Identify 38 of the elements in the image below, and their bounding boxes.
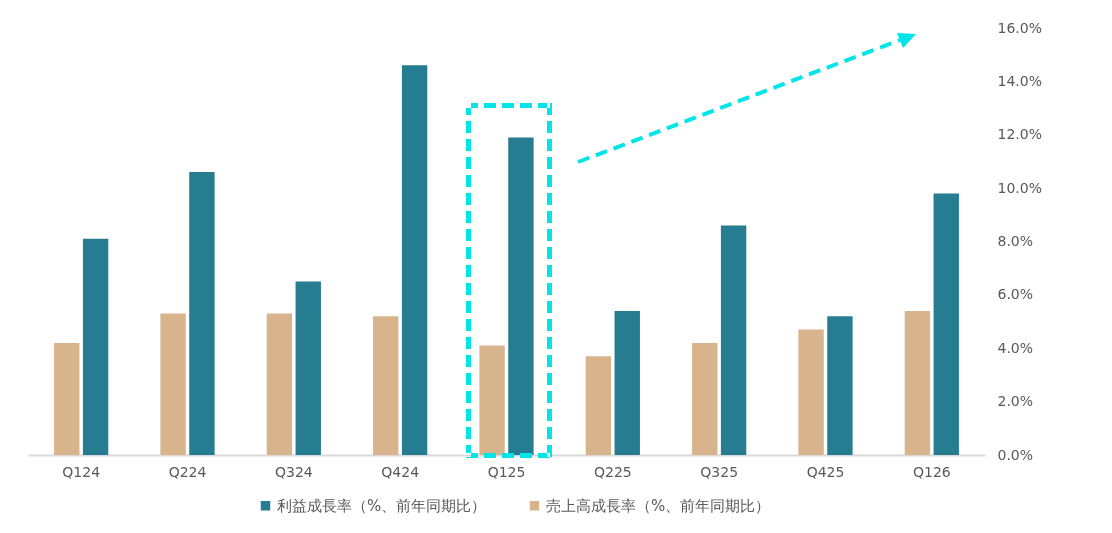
legend-label: 利益成長率（%、前年同期比）	[277, 496, 487, 515]
y-tick-label: 10.0%	[997, 179, 1042, 196]
x-tick-label: Q424	[381, 463, 420, 480]
bar	[798, 329, 824, 455]
y-tick-label: 8.0%	[997, 233, 1034, 249]
y-tick-label: 2.0%	[997, 393, 1034, 410]
bar	[692, 342, 718, 455]
bar	[82, 238, 109, 455]
bar	[933, 193, 959, 455]
bar	[373, 316, 399, 455]
x-tick-label: Q124	[62, 463, 101, 480]
x-tick-label: Q225	[593, 463, 632, 480]
x-tick-label: Q324	[274, 463, 313, 480]
y-tick-label: 12.0%	[997, 126, 1042, 143]
y-tick-label: 6.0%	[997, 286, 1034, 303]
y-tick-label: 0.0%	[997, 446, 1034, 463]
bar	[585, 356, 612, 455]
bar	[189, 172, 215, 455]
y-tick-label: 16.0%	[997, 19, 1042, 36]
y-tick-label: 14.0%	[997, 72, 1042, 89]
bar	[720, 225, 747, 455]
x-tick-label: Q224	[168, 463, 207, 480]
bar	[160, 313, 186, 455]
bar	[508, 137, 534, 455]
bar	[266, 313, 293, 455]
bar	[479, 345, 505, 455]
x-tick-label: Q125	[487, 463, 526, 480]
bar	[54, 342, 80, 455]
bar	[904, 310, 931, 455]
x-tick-label: Q126	[912, 463, 951, 480]
y-tick-label: 4.0%	[997, 339, 1034, 356]
legend-label: 売上高成長率（%、前年同期比）	[546, 496, 771, 515]
x-tick-label: Q325	[700, 463, 739, 480]
bar	[401, 65, 428, 455]
x-tick-label: Q425	[806, 463, 845, 480]
bar	[827, 316, 853, 455]
bar	[614, 310, 640, 455]
bar	[295, 281, 321, 455]
